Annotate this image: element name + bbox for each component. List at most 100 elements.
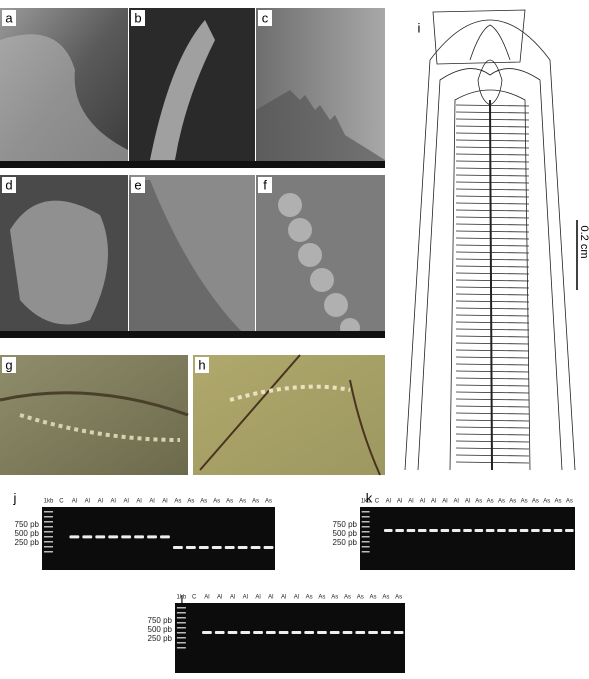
panel-label: j xyxy=(13,490,17,505)
ladder-band xyxy=(361,541,370,543)
band xyxy=(250,546,261,550)
segment-line xyxy=(455,209,530,212)
band xyxy=(542,529,552,533)
ladder-band xyxy=(361,516,370,518)
band xyxy=(214,631,225,634)
segment-line xyxy=(455,454,530,457)
lane-label: Al xyxy=(408,499,413,505)
lane-label: Al xyxy=(281,595,286,601)
segment-line xyxy=(455,433,530,436)
segment-line xyxy=(455,146,530,149)
ladder-band xyxy=(361,551,370,553)
band xyxy=(304,631,315,634)
lane-label: Al xyxy=(85,499,90,505)
lane-label: As xyxy=(509,499,516,505)
ladder-band xyxy=(43,551,54,553)
shape xyxy=(199,354,301,471)
shape xyxy=(229,384,351,402)
ladder-band xyxy=(361,526,370,528)
marker-label: 750 pb xyxy=(15,520,40,529)
band xyxy=(185,546,196,550)
label-box xyxy=(2,10,16,26)
band xyxy=(474,529,484,533)
lane-label: As xyxy=(382,595,389,601)
lane-label: 1kb xyxy=(177,595,187,601)
segment-line xyxy=(455,398,530,401)
label-box xyxy=(195,357,209,373)
lane-label: As xyxy=(487,499,494,505)
shape xyxy=(10,200,108,325)
ladder-band xyxy=(43,521,54,523)
lane-label: As xyxy=(395,595,402,601)
segment-line xyxy=(455,216,530,219)
segment-line xyxy=(455,202,530,205)
ladder-band xyxy=(176,617,186,619)
label-box xyxy=(2,177,16,193)
ladder-band xyxy=(43,511,54,513)
panel-label: b xyxy=(134,10,141,25)
band xyxy=(463,529,472,533)
segment-line xyxy=(455,111,530,114)
marker-label: 250 pb xyxy=(148,634,173,643)
lane-label: C xyxy=(59,499,64,505)
outline xyxy=(417,68,563,471)
band xyxy=(95,535,106,539)
segment-line xyxy=(455,426,530,429)
segment-line xyxy=(455,160,530,163)
band xyxy=(198,546,209,550)
segment-line xyxy=(455,153,530,156)
band xyxy=(69,535,80,539)
lane-label: Al xyxy=(431,499,436,505)
segment-line xyxy=(455,342,530,345)
center-line xyxy=(489,99,493,471)
band xyxy=(202,631,212,634)
band xyxy=(355,631,366,634)
lane-label: As xyxy=(213,499,220,505)
segment-line xyxy=(455,321,530,324)
segment-line xyxy=(455,118,530,121)
segment-line xyxy=(455,405,530,408)
panel-label: c xyxy=(262,10,269,25)
ladder-band xyxy=(176,637,186,639)
band xyxy=(497,529,506,533)
ladder-band xyxy=(176,612,186,614)
info-bars xyxy=(0,161,385,338)
lane-label: As xyxy=(357,595,364,601)
band xyxy=(380,631,391,634)
lane-label: Al xyxy=(397,499,402,505)
band xyxy=(265,631,276,634)
band xyxy=(395,529,404,533)
band xyxy=(440,529,450,533)
ladder-band xyxy=(176,642,186,644)
segment-line xyxy=(455,181,530,184)
gel xyxy=(175,603,405,673)
ladder-band xyxy=(176,632,186,634)
outline xyxy=(449,89,531,471)
ladder-band xyxy=(361,546,370,548)
segment-line xyxy=(455,132,530,135)
segment-line xyxy=(455,349,530,352)
band xyxy=(485,529,495,533)
band xyxy=(227,631,238,634)
band xyxy=(317,631,327,634)
segment-line xyxy=(455,461,530,464)
segment-line xyxy=(455,265,530,268)
scale-label: 0.2 cm xyxy=(578,225,589,258)
segment-line xyxy=(455,419,530,422)
band xyxy=(393,631,404,634)
band xyxy=(508,529,518,533)
lane-label: C xyxy=(192,595,197,601)
marker-label: 500 pb xyxy=(15,529,40,538)
segment-line xyxy=(455,286,530,289)
segment-line xyxy=(455,104,530,107)
band xyxy=(82,535,93,539)
lane-label: Al xyxy=(465,499,470,505)
panel-label: f xyxy=(263,177,267,192)
lane-label: As xyxy=(318,595,325,601)
panel-label: e xyxy=(134,177,141,192)
segment-line xyxy=(455,335,530,338)
lane-label: As xyxy=(174,499,181,505)
segment-line xyxy=(455,167,530,170)
ladder-band xyxy=(43,531,54,533)
gel xyxy=(42,507,275,570)
